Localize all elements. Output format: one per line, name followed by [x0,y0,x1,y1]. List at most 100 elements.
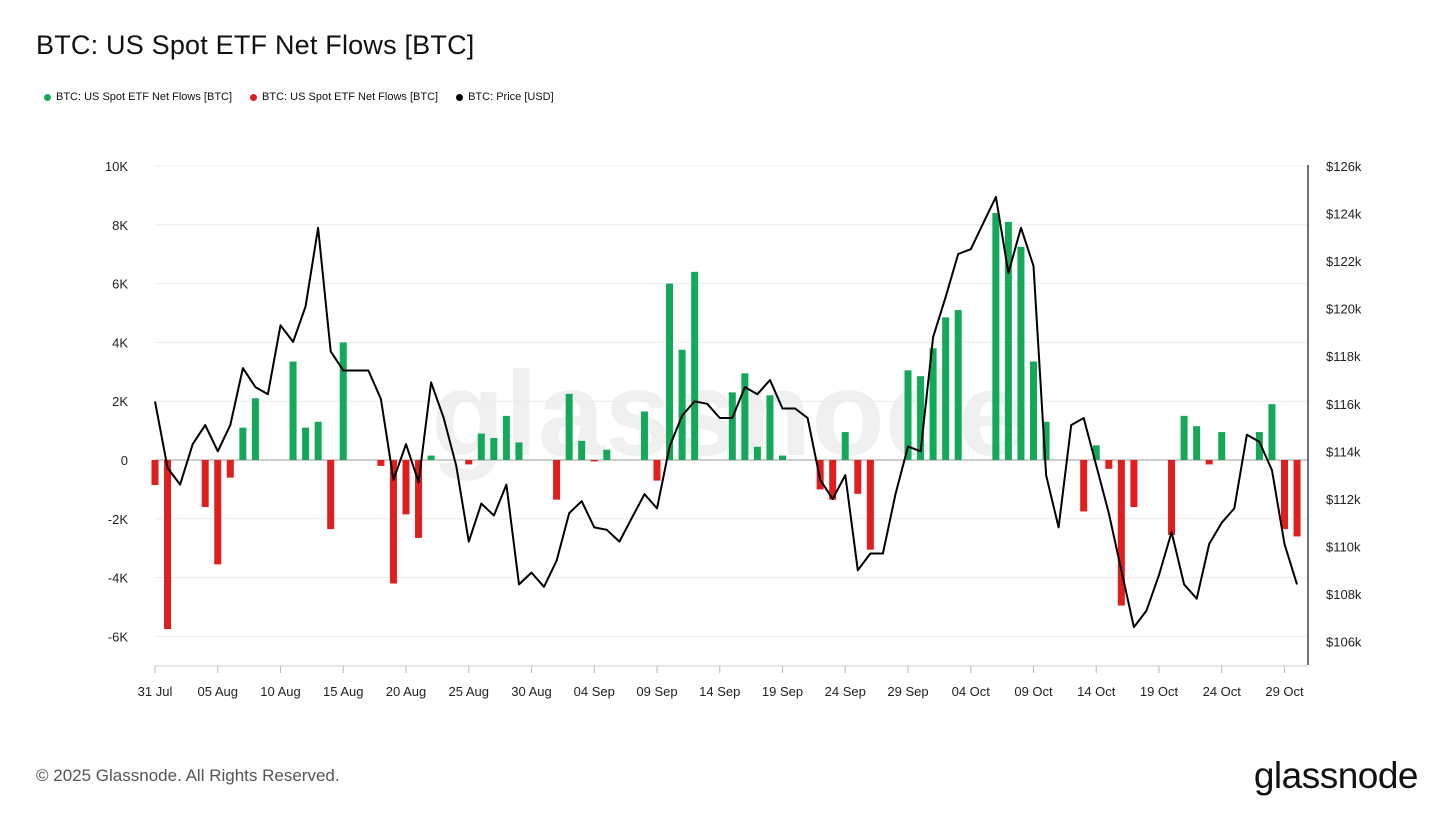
inflow-bar[interactable] [1092,445,1100,460]
outflow-bar[interactable] [1205,460,1213,465]
x-tick-label: 14 Sep [699,684,740,699]
x-tick-label: 09 Oct [1014,684,1053,699]
outflow-bar[interactable] [415,460,423,538]
outflow-bar[interactable] [377,460,385,466]
inflow-bar[interactable] [289,361,297,460]
outflow-bar[interactable] [214,460,222,565]
outflow-bar[interactable] [402,460,410,515]
copyright-text: © 2025 Glassnode. All Rights Reserved. [36,766,340,785]
y-left-tick-label: 10K [105,159,128,174]
brand-logo[interactable]: glassnode [1253,755,1419,796]
outflow-bar[interactable] [1080,460,1088,512]
inflow-bar[interactable] [678,349,686,460]
inflow-bar[interactable] [741,373,749,460]
inflow-bar[interactable] [477,433,485,460]
outflow-bar[interactable] [553,460,561,500]
y-right-tick-label: $112k [1326,492,1361,507]
inflow-bar[interactable] [251,398,259,460]
y-left-tick-label: 2K [112,394,128,409]
inflow-bar[interactable] [314,421,322,460]
inflow-bar[interactable] [929,348,937,460]
inflow-bar[interactable] [427,455,435,460]
inflow-bar[interactable] [1268,404,1276,460]
legend-label: BTC: Price [USD] [468,91,554,103]
inflow-bar[interactable] [917,376,925,460]
outflow-bar[interactable] [151,460,159,485]
outflow-bar[interactable] [1130,460,1138,508]
inflow-bar[interactable] [302,427,310,460]
outflow-bar[interactable] [1105,460,1113,469]
inflow-bar[interactable] [1030,361,1037,460]
y-left-tick-label: -4K [108,571,129,586]
outflow-bar[interactable] [1293,460,1301,537]
x-tick-label: 31 Jul [138,684,173,699]
legend-dot-icon [250,93,258,101]
inflow-bar[interactable] [1004,221,1012,460]
inflow-bar[interactable] [515,442,523,460]
y-right-tick-label: $110k [1326,539,1361,554]
outflow-bar[interactable] [327,460,335,530]
outflow-bar[interactable] [164,460,172,630]
inflow-bar[interactable] [691,271,699,460]
inflow-bar[interactable] [640,411,648,460]
outflow-bar[interactable] [389,460,397,584]
watermark: glassnode [431,347,1025,481]
inflow-bar[interactable] [753,446,761,460]
x-tick-label: 19 Oct [1140,684,1179,699]
inflow-bar[interactable] [339,342,347,460]
outflow-bar[interactable] [829,460,837,500]
inflow-bar[interactable] [239,427,247,460]
inflow-bar[interactable] [954,310,962,460]
legend-item-positive-flows[interactable]: BTC: US Spot ETF Net Flows [BTC] [44,91,232,103]
y-right-tick-label: $126k [1326,159,1362,174]
outflow-bar[interactable] [1168,460,1176,535]
inflow-bar[interactable] [841,432,849,460]
y-right-tick-label: $122k [1326,254,1362,269]
inflow-bar[interactable] [904,370,912,460]
inflow-bar[interactable] [779,455,786,460]
outflow-bar[interactable] [465,460,473,465]
y-right-tick-label: $118k [1326,349,1361,364]
inflow-bar[interactable] [565,393,573,460]
outflow-bar[interactable] [226,460,234,478]
x-tick-label: 24 Oct [1203,684,1242,699]
inflow-bar[interactable] [603,449,611,460]
outflow-bar[interactable] [854,460,862,494]
inflow-bar[interactable] [992,213,1000,460]
x-tick-label: 04 Oct [952,684,991,699]
outflow-bar[interactable] [1281,460,1288,530]
legend-label: BTC: US Spot ETF Net Flows [BTC] [56,91,233,103]
legend-item-negative-flows[interactable]: BTC: US Spot ETF Net Flows [BTC] [250,91,438,103]
outflow-bar[interactable] [866,460,874,550]
x-tick-label: 19 Sep [762,684,803,699]
inflow-bar[interactable] [1218,432,1226,460]
y-right-tick-label: $116k [1326,397,1361,412]
x-tick-label: 25 Aug [449,684,490,699]
outflow-bar[interactable] [590,460,598,462]
inflow-bar[interactable] [1193,426,1201,460]
x-tick-label: 14 Oct [1077,684,1116,699]
inflow-bar[interactable] [1180,415,1188,460]
inflow-bar[interactable] [666,283,674,460]
x-tick-label: 05 Aug [198,684,239,699]
inflow-bar[interactable] [728,392,736,460]
inflow-bar[interactable] [490,437,498,460]
inflow-bar[interactable] [1042,421,1050,460]
inflow-bar[interactable] [942,317,950,460]
x-tick-label: 09 Sep [636,684,677,699]
inflow-bar[interactable] [502,415,510,460]
outflow-bar[interactable] [1117,460,1125,606]
x-tick-label: 15 Aug [323,684,364,699]
inflow-bar[interactable] [766,395,774,460]
bars [151,213,1301,630]
y-left-tick-label: 4K [112,335,128,350]
inflow-bar[interactable] [1255,432,1263,460]
x-tick-label: 30 Aug [511,684,552,699]
outflow-bar[interactable] [653,460,661,481]
outflow-bar[interactable] [201,460,209,508]
x-tick-label: 20 Aug [386,684,427,699]
inflow-bar[interactable] [578,440,586,460]
inflow-bar[interactable] [1017,246,1025,460]
legend-item-price[interactable]: BTC: Price [USD] [456,91,554,103]
